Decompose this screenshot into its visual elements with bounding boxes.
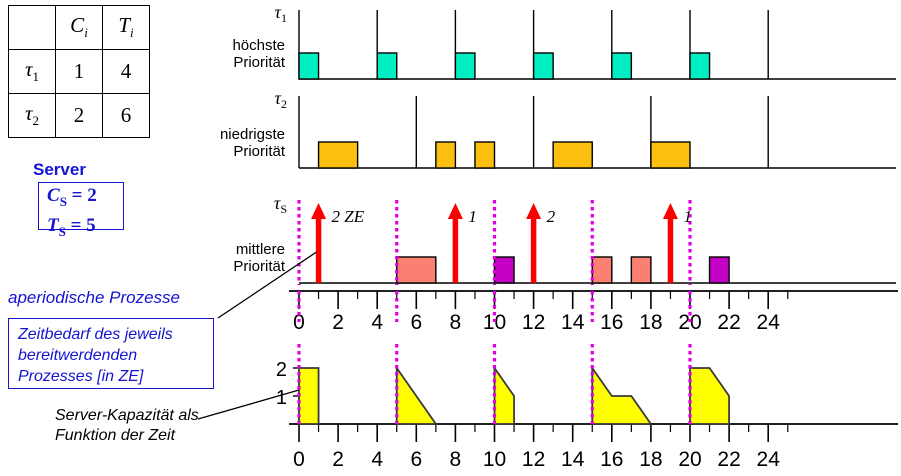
- time-axis-lower-tick-label-18: 18: [639, 448, 662, 471]
- demand-line-2: bereitwerdenden: [18, 347, 138, 364]
- execution-block-tau2-13: [552, 141, 593, 169]
- execution-block-tau2-1: [317, 141, 359, 169]
- capacity-ylabel-1: 1: [276, 387, 287, 409]
- table-corner-cell: [8, 5, 56, 50]
- execution-block-tauS-5: [396, 256, 437, 284]
- time-axis-upper-tick-label-8: 8: [450, 311, 462, 334]
- execution-block-tauS-15: [591, 256, 613, 284]
- time-axis-lower-tick-label-0: 0: [293, 448, 305, 471]
- cell-C-2: 2: [55, 93, 103, 138]
- capacity-caption-line-2: Funktion der Zeit: [55, 427, 176, 444]
- time-axis-upper-tick-label-12: 12: [522, 311, 545, 334]
- execution-block-tau2-7: [435, 141, 457, 169]
- capacity-polygon-2: [493, 365, 515, 425]
- row-tau-label-tau1: τ1: [275, 2, 287, 25]
- row-priority-label2-tau1: Priorität: [233, 54, 286, 71]
- header-cell-T: Ti: [102, 5, 150, 50]
- request-arrow-label-12: 2: [547, 207, 556, 226]
- capacity-polygon-4: [689, 367, 730, 425]
- row-tau-label-tauS: τS: [274, 193, 287, 216]
- request-arrow-label-8: 1: [468, 207, 477, 226]
- time-axis-upper-tick-label-24: 24: [757, 311, 781, 334]
- row-priority-label2-tauS: Priorität: [233, 258, 286, 275]
- time-axis-upper-tick-label-20: 20: [678, 311, 701, 334]
- time-axis-lower-tick-label-2: 2: [332, 448, 344, 471]
- time-axis-lower-tick-label-6: 6: [410, 448, 422, 471]
- server-capacity-value: CS = 2: [47, 185, 97, 209]
- row-tau-label-tau2: τ2: [275, 88, 287, 111]
- execution-block-tau1-20: [689, 52, 711, 80]
- row-priority-label-tau2: niedrigste: [220, 126, 285, 143]
- execution-block-tau1-4: [376, 52, 398, 80]
- request-arrow-head-19: [662, 203, 678, 219]
- time-axis-lower-tick-label-8: 8: [450, 448, 462, 471]
- time-axis-lower-tick-label-22: 22: [717, 448, 740, 471]
- time-axis-upper-tick-label-6: 6: [410, 311, 422, 334]
- time-axis-upper-tick-label-4: 4: [371, 311, 383, 334]
- capacity-polygon-3: [591, 365, 653, 425]
- execution-block-tauS-21: [708, 256, 730, 284]
- aperiodic-processes-label: aperiodische Prozesse: [8, 288, 180, 307]
- time-axis-upper-tick-label-22: 22: [717, 311, 740, 334]
- time-axis-lower-tick-label-24: 24: [757, 448, 781, 471]
- request-arrow-head-8: [447, 203, 463, 219]
- time-axis-upper-tick-label-16: 16: [600, 311, 623, 334]
- execution-block-tau1-12: [532, 52, 554, 80]
- time-axis-upper-tick-label-14: 14: [561, 311, 585, 334]
- row-priority-label2-tau2: Priorität: [233, 143, 286, 160]
- server-title: Server: [33, 160, 86, 179]
- capacity-polygon-1: [395, 365, 438, 425]
- server-parameter-box: CS = 2 TS = 5: [38, 182, 124, 239]
- time-axis-upper-tick-label-18: 18: [639, 311, 662, 334]
- demand-line-1: Zeitbedarf des jeweils: [18, 326, 173, 343]
- execution-block-tau1-16: [611, 52, 633, 80]
- table-row: τ1 1 4: [8, 49, 150, 94]
- server-period-value: TS = 5: [47, 214, 96, 239]
- capacity-ylabel-2: 2: [276, 359, 287, 381]
- execution-block-tau1-0: [298, 52, 320, 80]
- request-arrow-label-19: 1: [683, 207, 692, 226]
- capacity-polygon-0: [298, 367, 320, 425]
- time-axis-lower-tick-label-4: 4: [371, 448, 383, 471]
- row-priority-label-tauS: mittlere: [236, 241, 285, 258]
- time-axis-lower-tick-label-12: 12: [522, 448, 545, 471]
- demand-line-3: Prozesses [in ZE]: [18, 368, 144, 385]
- demand-description-box: Zeitbedarf des jeweils bereitwerdenden P…: [8, 318, 214, 389]
- request-arrow-label-1: 2 ZE: [332, 207, 365, 226]
- capacity-caption: Server-Kapazität als Funktion der Zeit: [55, 406, 199, 446]
- table-row: τ2 2 6: [8, 93, 150, 138]
- time-axis-upper-tick-label-10: 10: [483, 311, 506, 334]
- capacity-caption-leader-line: [197, 387, 307, 420]
- request-arrow-head-12: [526, 203, 542, 219]
- time-axis-lower-tick-label-14: 14: [561, 448, 585, 471]
- time-axis-upper-tick-label-0: 0: [293, 311, 305, 334]
- execution-block-tau1-8: [454, 52, 476, 80]
- row-priority-label-tau1: höchste: [232, 37, 285, 54]
- time-axis-lower-tick-label-10: 10: [483, 448, 506, 471]
- capacity-caption-line-1: Server-Kapazität als: [55, 407, 199, 424]
- execution-block-tauS-17: [630, 256, 652, 284]
- execution-block-tau2-18: [650, 141, 691, 169]
- cell-T-2: 6: [102, 93, 150, 138]
- demand-box-leader-line: [217, 251, 317, 319]
- cell-C-1: 1: [55, 49, 103, 94]
- execution-block-tauS-10: [493, 256, 515, 284]
- time-axis-upper-tick-label-2: 2: [332, 311, 344, 334]
- request-arrow-head-1: [311, 203, 327, 219]
- time-axis-lower-tick-label-16: 16: [600, 448, 623, 471]
- execution-block-tau2-9: [474, 141, 496, 169]
- time-axis-lower-tick-label-20: 20: [678, 448, 701, 471]
- task-parameter-table: Ci Ti τ1 1 4 τ2 2 6: [8, 5, 150, 138]
